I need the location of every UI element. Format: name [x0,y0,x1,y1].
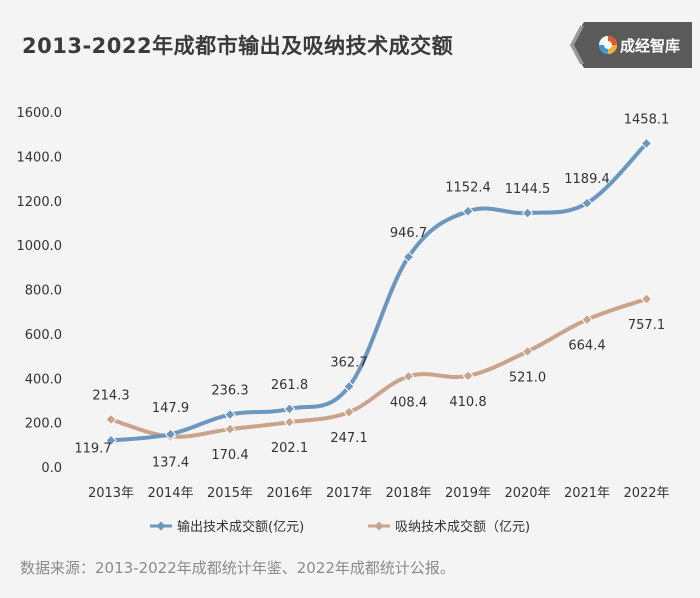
series-line-1 [109,141,649,443]
y-tick-label: 400.0 [25,372,62,387]
series-2-marker [283,416,296,428]
y-tick-label: 1200.0 [17,195,63,210]
series-1-marker [164,428,177,440]
series-2-marker [105,413,117,426]
x-tick-label: 2020年 [504,486,550,501]
legend-label-2: 吸纳技术成交额（亿元) [395,519,530,535]
series-2-data-label: 137.4 [152,456,189,471]
legend-label-1: 输出技术成交额(亿元) [177,519,304,535]
series-2-data-label: 247.1 [330,431,367,446]
series-1-marker [581,197,593,209]
series-2-marker [224,423,236,435]
series-1-marker [105,434,117,447]
x-tick-label: 2022年 [623,486,669,501]
series-2-marker [402,370,415,383]
series-2-data-label: 170.4 [211,448,248,463]
x-tick-label: 2021年 [564,486,610,501]
brand-badge [570,22,692,68]
x-tick-label: 2016年 [266,486,312,501]
series-1-data-label: 261.8 [271,378,308,393]
series-2-data-label: 664.4 [568,339,605,354]
x-tick-label: 2017年 [326,486,372,501]
chart-title: 2013-2022年成都市输出及吸纳技术成交额 [22,34,454,58]
series-1-data-label: 1152.4 [445,180,491,195]
series-2-data-label: 410.8 [449,395,486,410]
chengjing-logo-icon [599,36,617,54]
x-tick-label: 2018年 [385,486,431,501]
x-tick-label: 2013年 [88,486,134,501]
x-tick-label: 2019年 [445,486,491,501]
series-2-data-label: 214.3 [92,388,129,403]
x-tick-label: 2015年 [207,486,253,501]
x-tick-label: 2014年 [147,486,193,501]
series-1-marker [521,207,534,219]
y-tick-label: 0.0 [41,461,62,476]
y-tick-label: 1600.0 [17,106,63,121]
series-2-data-label: 408.4 [390,395,427,410]
y-tick-label: 1000.0 [17,239,63,254]
series-1-data-label: 362.7 [330,356,367,371]
series-2-marker [462,370,474,382]
series-1-marker [402,251,415,263]
series-1-marker [224,408,236,421]
series-1-data-label: 119.7 [74,441,111,456]
series-2-data-label: 757.1 [628,318,665,333]
series-2-marker [343,406,355,418]
series-1-marker [283,403,296,415]
series-2-marker [640,293,653,305]
series-1-marker [343,380,355,393]
series-1-marker [640,137,653,150]
series-1-data-label: 946.7 [390,226,427,241]
series-2-marker [581,313,593,326]
y-tick-label: 1400.0 [17,150,63,165]
legend-marker-2 [374,521,384,531]
series-2-marker [521,345,534,358]
y-tick-label: 600.0 [25,328,62,343]
brand-name: 成经智库 [620,37,681,55]
series-line-2 [109,297,649,439]
series-1-marker [462,205,474,218]
y-tick-label: 800.0 [25,284,62,299]
series-1-data-label: 147.9 [152,401,189,416]
series-2-data-label: 521.0 [509,370,546,385]
series-1-data-label: 1144.5 [505,182,551,197]
legend-marker-1 [156,521,166,531]
y-tick-label: 200.0 [25,417,62,432]
series-2-data-label: 202.1 [271,441,308,456]
series-1-data-label: 1458.1 [624,112,670,127]
series-1-data-label: 236.3 [211,384,248,399]
series-1-data-label: 1189.4 [564,172,610,187]
data-source-note: 数据来源：2013-2022年成都统计年鉴、2022年成都统计公报。 [20,559,455,577]
